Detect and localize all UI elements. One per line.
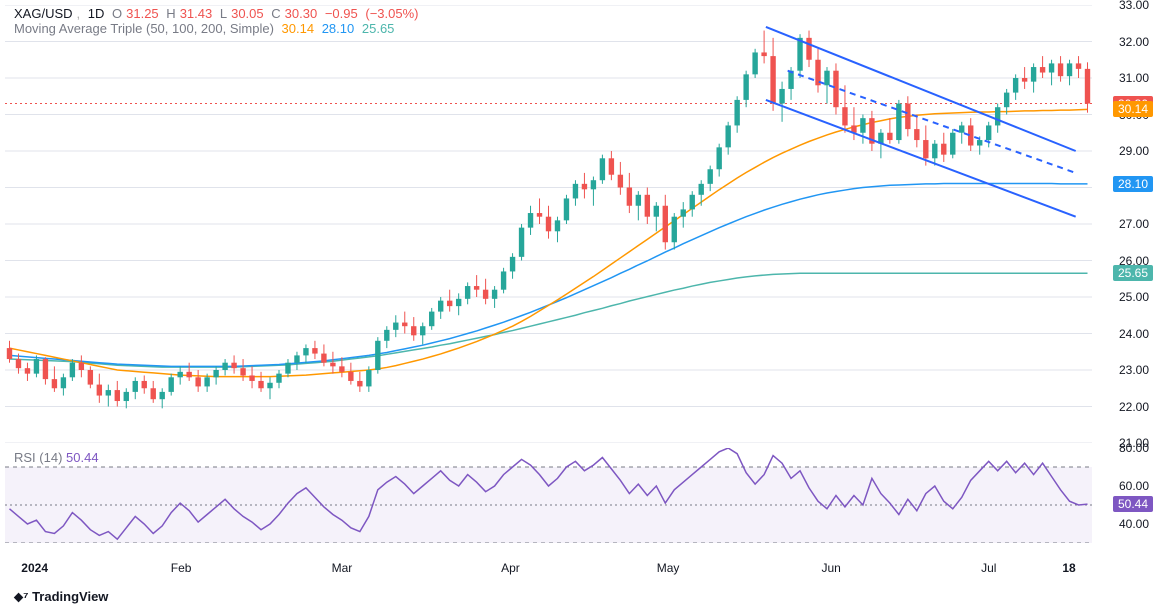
rsi-tick: 80.00 [1119, 441, 1149, 455]
tv-logo-icon: ⬥⁷ [14, 589, 32, 604]
svg-text:Apr: Apr [501, 561, 520, 575]
rsi-tick: 40.00 [1119, 517, 1149, 531]
price-tick: 27.00 [1119, 217, 1149, 231]
price-badge: 30.14 [1113, 101, 1153, 117]
svg-text:18: 18 [1062, 561, 1076, 575]
price-tick: 24.00 [1119, 327, 1149, 341]
price-y-axis: 21.0022.0023.0024.0025.0026.0027.0028.00… [1097, 5, 1157, 443]
svg-text:May: May [657, 561, 680, 575]
price-chart[interactable] [5, 5, 1092, 443]
price-tick: 32.00 [1119, 35, 1149, 49]
price-badge: 25.65 [1113, 265, 1153, 281]
svg-text:Mar: Mar [332, 561, 353, 575]
price-tick: 31.00 [1119, 71, 1149, 85]
price-tick: 25.00 [1119, 290, 1149, 304]
svg-text:Jul: Jul [981, 561, 996, 575]
rsi-tick: 60.00 [1119, 479, 1149, 493]
price-badge: 28.10 [1113, 176, 1153, 192]
svg-text:2024: 2024 [21, 561, 48, 575]
rsi-badge: 50.44 [1113, 496, 1153, 512]
price-tick: 29.00 [1119, 144, 1149, 158]
svg-text:Jun: Jun [821, 561, 840, 575]
rsi-chart[interactable] [5, 448, 1092, 543]
tradingview-logo[interactable]: ⬥⁷ TradingView [14, 589, 108, 605]
time-axis: 2024 Feb Mar Apr May Jun Jul 18 [5, 558, 1092, 578]
rsi-y-axis: 40.0060.0080.0050.44 [1097, 448, 1157, 543]
svg-text:Feb: Feb [171, 561, 192, 575]
price-tick: 22.00 [1119, 400, 1149, 414]
price-tick: 33.00 [1119, 0, 1149, 12]
price-tick: 23.00 [1119, 363, 1149, 377]
